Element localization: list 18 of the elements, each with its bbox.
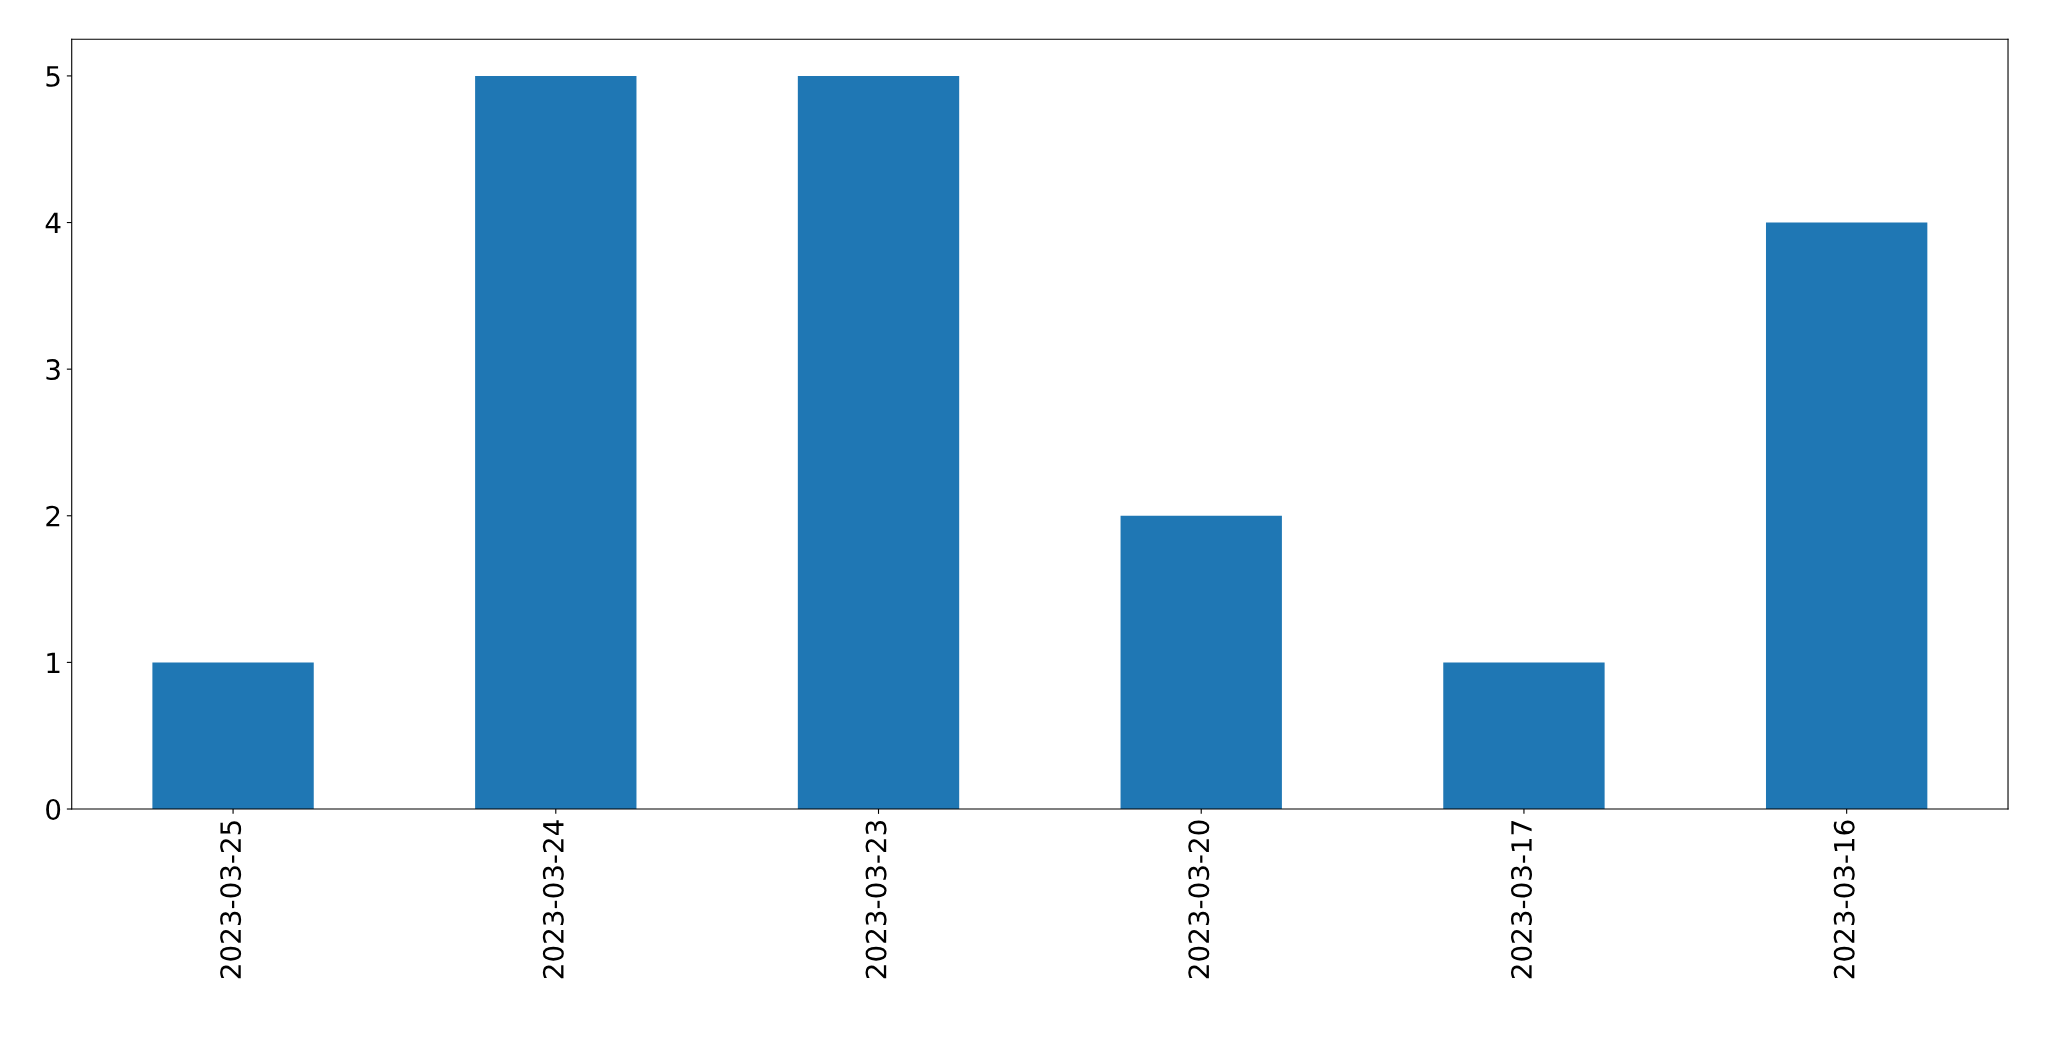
y-tick-label: 1 — [47, 652, 60, 673]
y-tick-label: 2 — [46, 505, 60, 527]
y-tick-label: 5 — [46, 66, 60, 87]
x-tick-label: 2023-03-16 — [1833, 820, 1855, 979]
bar — [1443, 662, 1605, 810]
x-tick-label: 2023-03-20 — [1188, 820, 1210, 979]
bar — [475, 75, 637, 810]
x-tick-label: 2023-03-24 — [542, 820, 564, 979]
x-tick-label: 2023-03-17 — [1510, 821, 1532, 979]
y-tick-label: 4 — [45, 212, 61, 234]
bar — [797, 75, 960, 810]
x-tick-label: 2023-03-25 — [220, 821, 242, 979]
bar — [1765, 222, 1928, 810]
y-tick-label: 0 — [46, 798, 61, 820]
y-tick-label: 3 — [46, 359, 60, 381]
bar — [1120, 515, 1282, 810]
x-tick-label: 2023-03-23 — [865, 820, 887, 979]
bar — [152, 662, 314, 810]
